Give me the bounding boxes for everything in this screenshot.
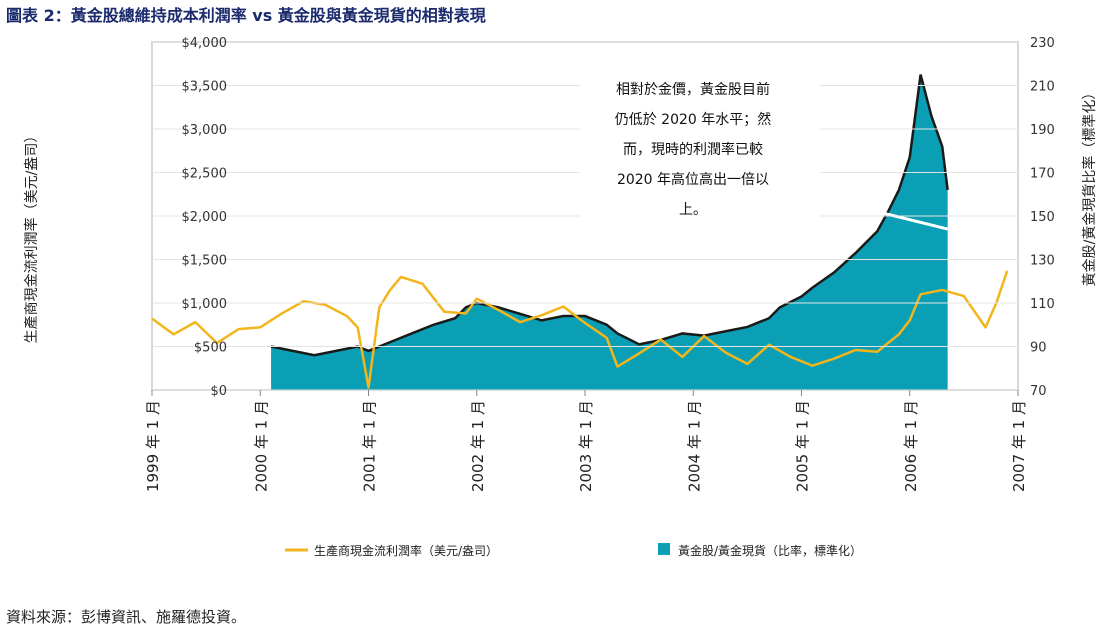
left-tick-label: $1,500	[182, 254, 228, 269]
left-axis-ticks: $0 $500 $1,000 $1,500 $2,000 $2,500 $3,000 $3,5…	[152, 36, 1018, 399]
left-tick-label: $3,500	[182, 80, 228, 95]
right-axis-label: 黃金股/黃金現貨比率（標準化）	[1081, 86, 1098, 287]
x-tick-label: 2003 年 1 月	[577, 400, 595, 492]
ratio-area-layer	[270, 74, 949, 390]
x-tick-label: 1999 年 1 月	[144, 400, 162, 492]
left-tick-label: $2,500	[182, 167, 228, 182]
x-axis-ticks: 1999 年 1 月 2000 年 1 月 2001 年 1 月 2002 年 1 月…	[144, 390, 1028, 492]
right-tick-label: 150	[1030, 210, 1055, 225]
annotation-box	[580, 70, 820, 230]
annotation-line-3: 而，現時的利潤率已較	[623, 141, 763, 158]
left-tick-label: $3,000	[182, 123, 228, 138]
source-note: 資料來源：彭博資訊、施羅德投資。	[6, 608, 247, 626]
x-tick-label: 2006 年 1 月	[902, 400, 920, 492]
left-tick-label: $2,000	[182, 210, 228, 225]
right-tick-label: 90	[1030, 341, 1047, 356]
legend-label-ratio: 黃金股/黃金現貨（比率，標準化）	[678, 543, 862, 558]
legend-area-swatch	[658, 543, 670, 555]
ratio-area	[271, 74, 948, 390]
right-tick-label: 190	[1030, 123, 1055, 138]
ratio-area-edge	[270, 74, 949, 357]
left-tick-label: $1,000	[182, 297, 228, 312]
x-tick-label: 2007 年 1 月	[1010, 400, 1028, 492]
right-tick-label: 130	[1030, 254, 1055, 269]
x-tick-label: 2002 年 1 月	[469, 400, 487, 492]
chart-svg: $0 $500 $1,000 $1,500 $2,000 $2,500 $3,000 $3,5…	[23, 36, 1098, 558]
trend-line-layer	[876, 210, 948, 231]
x-tick-label: 2004 年 1 月	[685, 400, 703, 492]
x-tick-label: 2005 年 1 月	[794, 400, 812, 492]
right-tick-label: 110	[1030, 297, 1055, 312]
right-tick-label: 170	[1030, 167, 1055, 182]
right-tick-label: 210	[1030, 80, 1055, 95]
annotation-line-5: 上。	[679, 202, 707, 218]
left-tick-label: $0	[210, 384, 227, 399]
annotation-line-4: 2020 年高位高出一倍以	[617, 171, 769, 188]
right-tick-label: 70	[1030, 384, 1047, 399]
annotation-line-2: 仍低於 2020 年水平；然	[615, 111, 772, 128]
x-tick-label: 2001 年 1 月	[361, 400, 379, 492]
trend-line	[876, 210, 948, 231]
chart-title: 圖表 2：黃金股總維持成本利潤率 vs 黃金股與黃金現貨的相對表現	[6, 6, 486, 25]
right-axis-ticks: 70 90 110 130 150 170 190 210 230	[1030, 36, 1055, 399]
right-tick-label: 230	[1030, 36, 1055, 51]
legend-label-margin: 生產商現金流利潤率（美元/盎司）	[314, 543, 498, 558]
left-tick-label: $500	[194, 341, 227, 356]
annotation-line-1: 相對於金價，黃金股目前	[616, 81, 770, 98]
left-axis-label: 生產商現金流利潤率（美元/盎司）	[23, 129, 40, 344]
x-tick-label: 2000 年 1 月	[252, 400, 270, 492]
left-tick-label: $4,000	[182, 36, 228, 51]
